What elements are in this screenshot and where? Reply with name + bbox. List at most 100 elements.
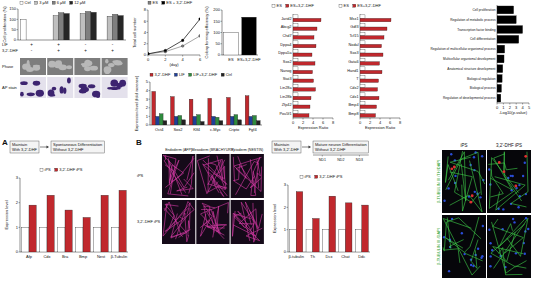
image-blob bbox=[27, 93, 35, 97]
y-axis-label: Expression level bbox=[272, 204, 277, 233]
stage-label: ND2 bbox=[337, 158, 344, 162]
legend-swatch bbox=[286, 4, 289, 7]
image-nucleus bbox=[481, 255, 483, 257]
legend-label: LIF+3,2'-DHF bbox=[193, 72, 218, 77]
image-bg bbox=[74, 58, 100, 75]
y-axis bbox=[222, 10, 223, 55]
legend-swatch bbox=[221, 73, 224, 76]
y-tick bbox=[149, 107, 151, 108]
image-fiber bbox=[245, 227, 262, 241]
category-label: Lin28b bbox=[280, 95, 291, 99]
y-axis-label: Colony forming efficiency (%) bbox=[204, 6, 209, 59]
x-axis-label: Expression Ratio bbox=[365, 125, 396, 130]
category-label: Gata6 bbox=[348, 60, 358, 64]
image-neurite bbox=[494, 218, 528, 268]
box-text: Without 3,2'-DHF bbox=[53, 147, 84, 152]
category-label: Biological process bbox=[470, 86, 496, 90]
row-label: 3,2'-DHF iPS bbox=[137, 219, 161, 224]
box-text: With 3,2'-DHF bbox=[274, 147, 300, 152]
bar bbox=[497, 16, 516, 24]
y-tick bbox=[287, 207, 289, 208]
legend-swatch bbox=[162, 1, 165, 4]
stage-tick bbox=[322, 155, 323, 157]
x-tick-label: 5 bbox=[528, 105, 531, 110]
legend-label: 3,2'-DHF bbox=[155, 72, 171, 77]
y-axis bbox=[20, 178, 21, 252]
category-label: Bmp8 bbox=[349, 112, 359, 116]
image-neurite bbox=[492, 222, 527, 273]
image-blob bbox=[92, 91, 100, 98]
box-text: With 3,2'-DHF bbox=[12, 147, 38, 152]
bars bbox=[224, 17, 256, 55]
image-nucleus bbox=[470, 264, 472, 266]
y-tick-label: 3 bbox=[284, 182, 287, 187]
x-tick-label: 6 bbox=[199, 57, 202, 62]
legend-label: ES+3,2'-DHF bbox=[357, 3, 381, 8]
image-neurite bbox=[493, 219, 524, 253]
image-neurite bbox=[446, 238, 483, 261]
category-label: Regulation of multicellular organismal p… bbox=[430, 47, 495, 51]
y-tick bbox=[17, 29, 19, 30]
category-label: Pou5f1 bbox=[279, 112, 291, 116]
category-label: Nanog bbox=[280, 69, 291, 73]
y-tick-label: 4 bbox=[144, 30, 147, 35]
marker bbox=[148, 53, 149, 55]
image-fiber bbox=[164, 202, 182, 237]
bar bbox=[360, 93, 365, 96]
category-label: Oct4 bbox=[155, 127, 164, 132]
image-nucleus bbox=[461, 232, 463, 234]
image-bg bbox=[20, 58, 46, 75]
image-blob bbox=[55, 60, 61, 65]
bar bbox=[360, 110, 365, 113]
image-neurite bbox=[490, 154, 512, 190]
bar bbox=[360, 84, 365, 87]
image-tile bbox=[487, 215, 531, 278]
image-fiber bbox=[177, 179, 193, 191]
row-label: iPS bbox=[137, 173, 144, 178]
image-fiber bbox=[236, 156, 247, 178]
bar bbox=[345, 203, 352, 252]
legend-swatch bbox=[174, 73, 177, 76]
image-blob bbox=[36, 90, 44, 97]
bar bbox=[238, 120, 242, 125]
y-tick-label: 150 bbox=[9, 6, 16, 11]
bar bbox=[360, 70, 382, 73]
bar bbox=[497, 94, 501, 102]
arrow bbox=[302, 147, 309, 148]
arrow bbox=[40, 147, 47, 148]
bar bbox=[227, 97, 231, 125]
bar bbox=[360, 44, 382, 47]
bar bbox=[119, 190, 126, 252]
image-blob bbox=[108, 63, 115, 67]
legend-swatch bbox=[55, 168, 58, 171]
legend-label: ES + 3,2'-DHF bbox=[166, 0, 192, 5]
legend-swatch bbox=[189, 73, 192, 76]
image-blob bbox=[33, 65, 40, 68]
image-nucleus bbox=[450, 153, 452, 155]
bar bbox=[293, 15, 298, 18]
marker bbox=[148, 53, 149, 55]
image-th bbox=[514, 185, 517, 188]
bar bbox=[293, 53, 312, 56]
image-fiber bbox=[197, 156, 224, 194]
image-th bbox=[524, 155, 527, 158]
image-neurite bbox=[493, 232, 524, 261]
image-tile bbox=[442, 150, 486, 213]
image-tile bbox=[74, 58, 100, 75]
bar bbox=[76, 227, 83, 252]
category-label: Tcf15 bbox=[349, 34, 358, 38]
bar bbox=[174, 116, 178, 125]
category-label: β-Tubulin bbox=[111, 254, 128, 259]
legend-label: 3 μM bbox=[39, 0, 48, 5]
image-blob bbox=[67, 78, 71, 84]
image-blob bbox=[84, 66, 91, 71]
image-bg bbox=[20, 77, 46, 98]
bar bbox=[360, 105, 377, 108]
image-blob bbox=[96, 94, 100, 98]
line bbox=[148, 19, 200, 54]
image-nucleus bbox=[454, 175, 456, 177]
y-tick bbox=[287, 229, 289, 230]
category-label: Dppa4 bbox=[280, 43, 291, 47]
bar bbox=[224, 33, 238, 56]
diagram-box bbox=[10, 141, 39, 153]
